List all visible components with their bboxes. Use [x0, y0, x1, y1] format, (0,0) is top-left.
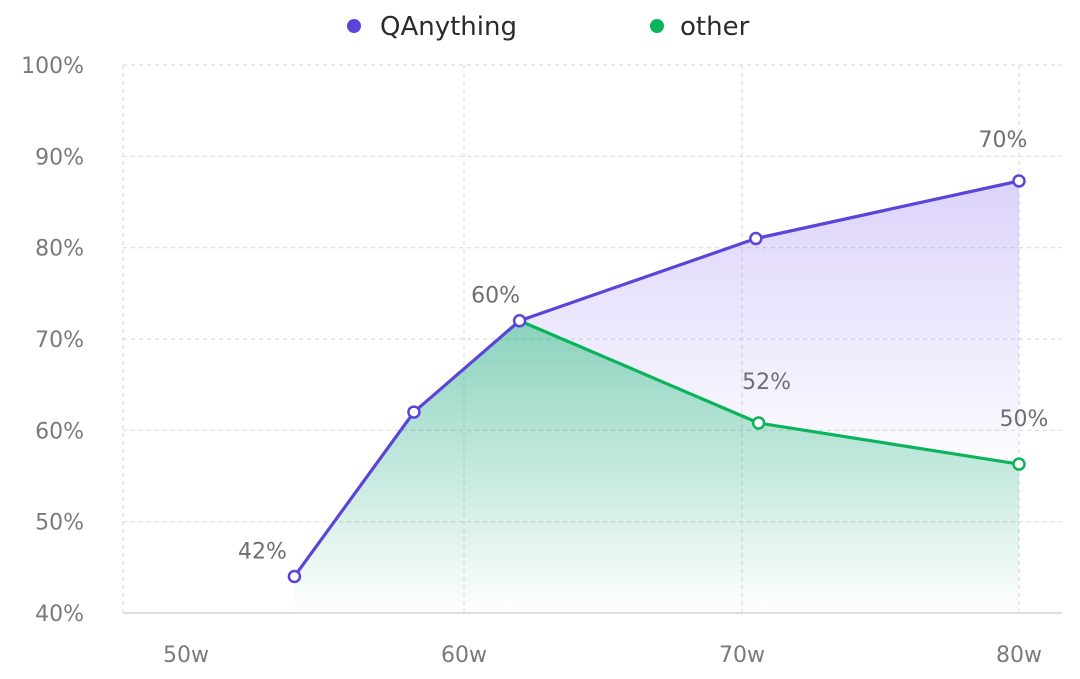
data-point-qanything: [749, 231, 763, 246]
y-tick-label: 90%: [35, 145, 84, 170]
data-point-other: [1012, 457, 1026, 471]
data-label: 42%: [238, 539, 287, 564]
data-labels: 42% 60% 70% 52% 50%: [238, 128, 1048, 564]
y-tick-label: 70%: [35, 328, 84, 353]
data-label: 60%: [471, 284, 520, 309]
data-point-qanything: [1012, 174, 1026, 188]
area-qanything: [519, 180, 1019, 465]
legend-label-other: other: [680, 12, 750, 42]
axis-labels: 40% 50% 60% 70% 80% 90% 100% 50w 60w 70w 80w: [21, 54, 1042, 668]
data-label: 70%: [979, 128, 1028, 153]
area-other: [294, 320, 1019, 613]
legend-marker-other: [650, 19, 664, 33]
data-point-other: [751, 416, 766, 430]
y-tick-label: 40%: [35, 602, 84, 627]
data-point-qanything: [287, 569, 302, 584]
x-tick-label: 80w: [996, 643, 1042, 668]
x-tick-label: 60w: [441, 643, 487, 668]
legend-label-qanything: QAnything: [380, 12, 517, 42]
data-point-qanything: [512, 313, 527, 328]
y-tick-label: 50%: [35, 511, 84, 536]
data-point-qanything: [407, 405, 421, 419]
legend-marker-qanything: [347, 19, 361, 33]
x-tick-label: 70w: [719, 643, 765, 668]
legend: QAnything other: [347, 12, 750, 42]
y-tick-label: 60%: [35, 419, 84, 444]
data-label: 52%: [742, 370, 791, 395]
y-tick-label: 80%: [35, 237, 84, 262]
series-points: [287, 174, 1026, 584]
series-areas: [294, 180, 1019, 613]
x-tick-label: 50w: [163, 643, 209, 668]
data-label: 50%: [1000, 407, 1049, 432]
y-tick-label: 100%: [21, 54, 84, 79]
